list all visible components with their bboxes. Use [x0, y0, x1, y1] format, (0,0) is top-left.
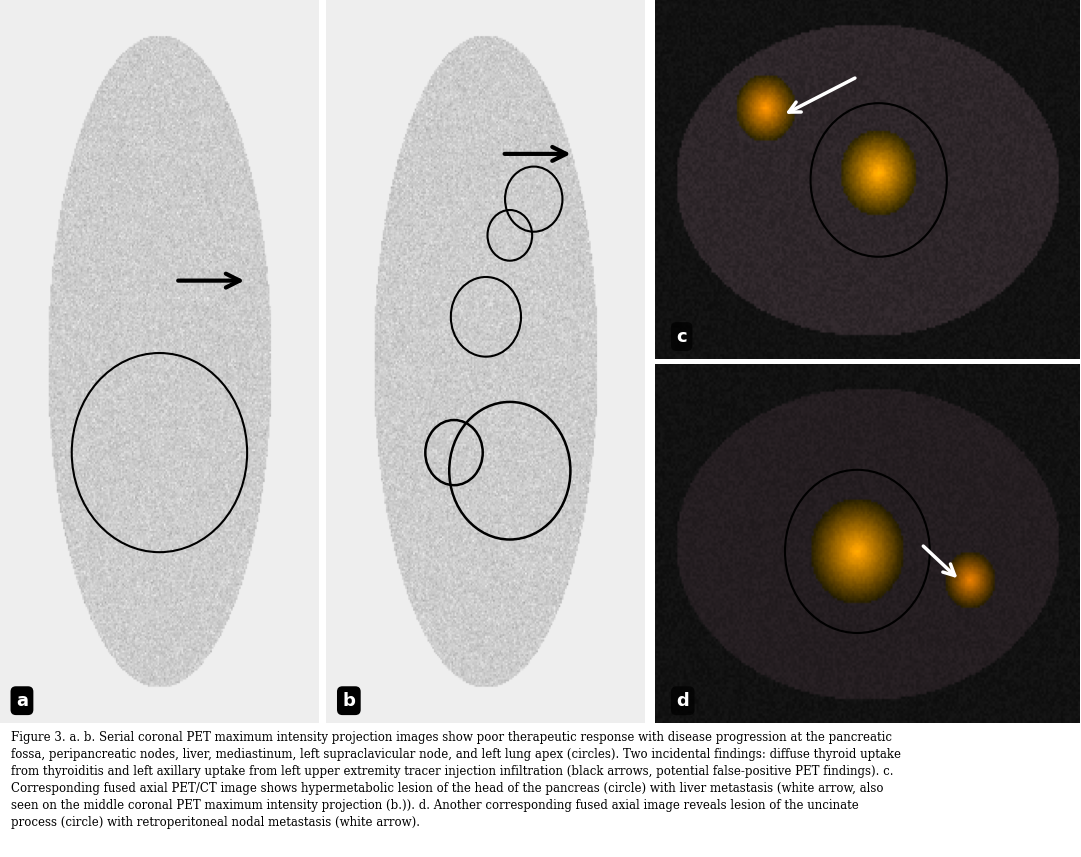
Text: c: c	[677, 327, 688, 345]
Text: b: b	[343, 692, 356, 710]
Text: a: a	[16, 692, 28, 710]
Text: d: d	[677, 692, 689, 710]
Text: Figure 3. a. b. Serial coronal PET maximum intensity projection images show poor: Figure 3. a. b. Serial coronal PET maxim…	[11, 731, 900, 829]
